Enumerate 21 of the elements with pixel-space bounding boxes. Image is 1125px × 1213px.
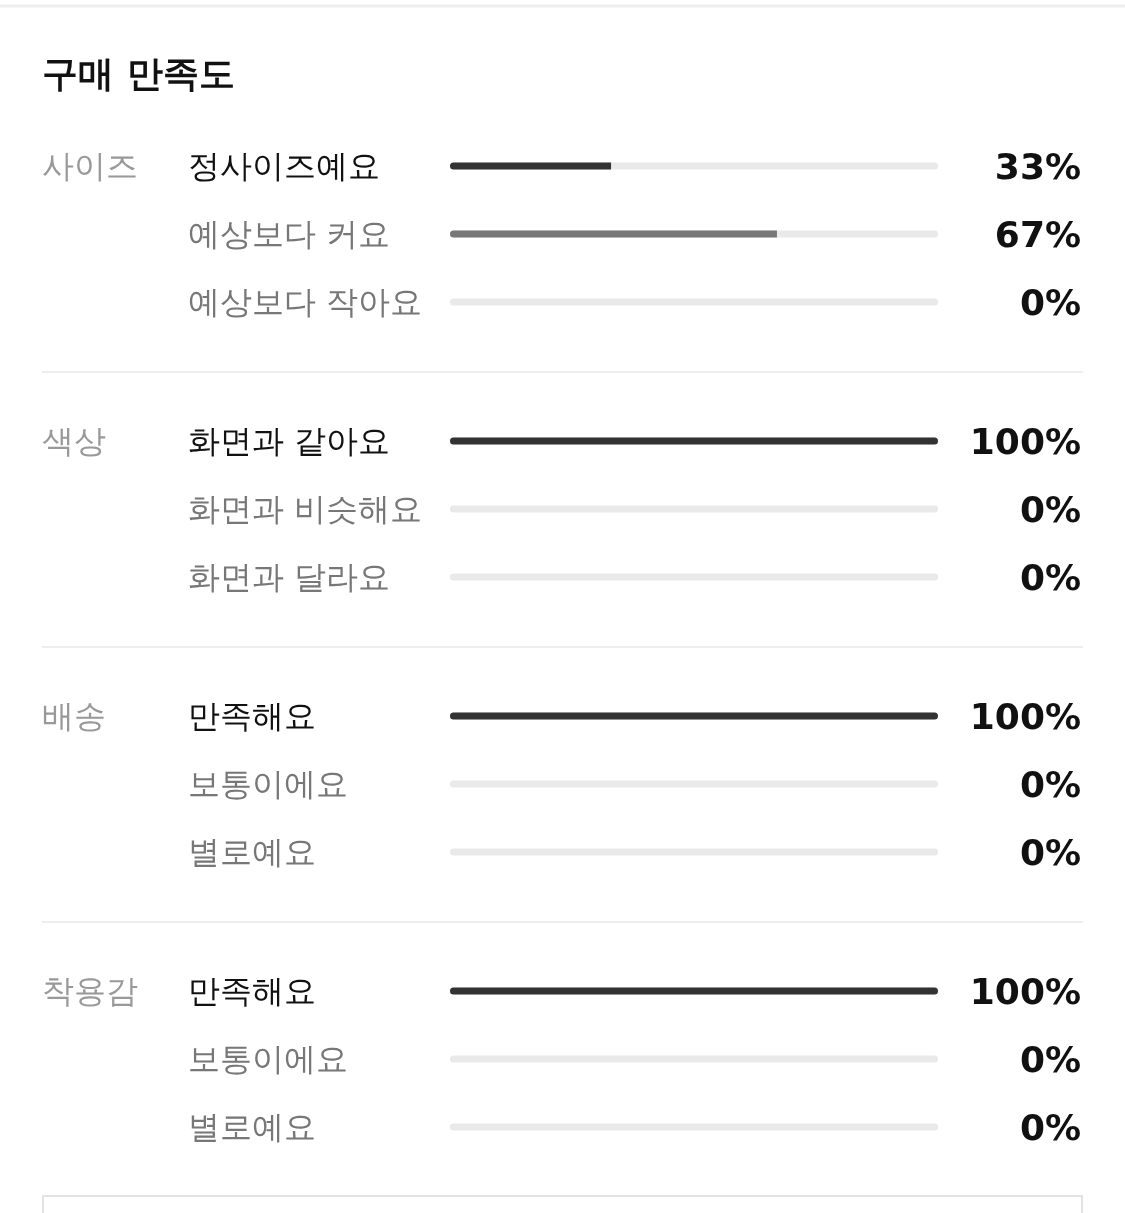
y-tick-label: 별로예요 <box>188 1108 316 1146</box>
data-label: 100% <box>969 970 1081 1012</box>
y-tick-label: 화면과 비슷해요 <box>188 490 423 528</box>
y-axis-title: 색상 <box>42 422 106 460</box>
y-tick-label: 화면과 같아요 <box>188 422 391 460</box>
data-label: 0% <box>1019 1106 1081 1148</box>
data-label: 0% <box>1019 831 1081 873</box>
data-label: 100% <box>969 420 1081 462</box>
data-label: 100% <box>969 695 1081 737</box>
y-tick-label: 보통이에요 <box>188 765 348 803</box>
y-tick-label: 화면과 달라요 <box>188 558 391 596</box>
y-tick-label: 만족해요 <box>188 697 316 735</box>
y-axis-title: 착용감 <box>42 972 138 1010</box>
y-tick-label: 보통이에요 <box>188 1040 348 1078</box>
y-tick-label: 별로예요 <box>188 833 316 871</box>
data-label: 0% <box>1019 488 1081 530</box>
data-label: 0% <box>1019 1038 1081 1080</box>
data-label: 0% <box>1019 556 1081 598</box>
y-tick-label: 만족해요 <box>188 972 316 1010</box>
y-axis-title: 배송 <box>42 697 106 735</box>
data-label: 0% <box>1019 763 1081 805</box>
